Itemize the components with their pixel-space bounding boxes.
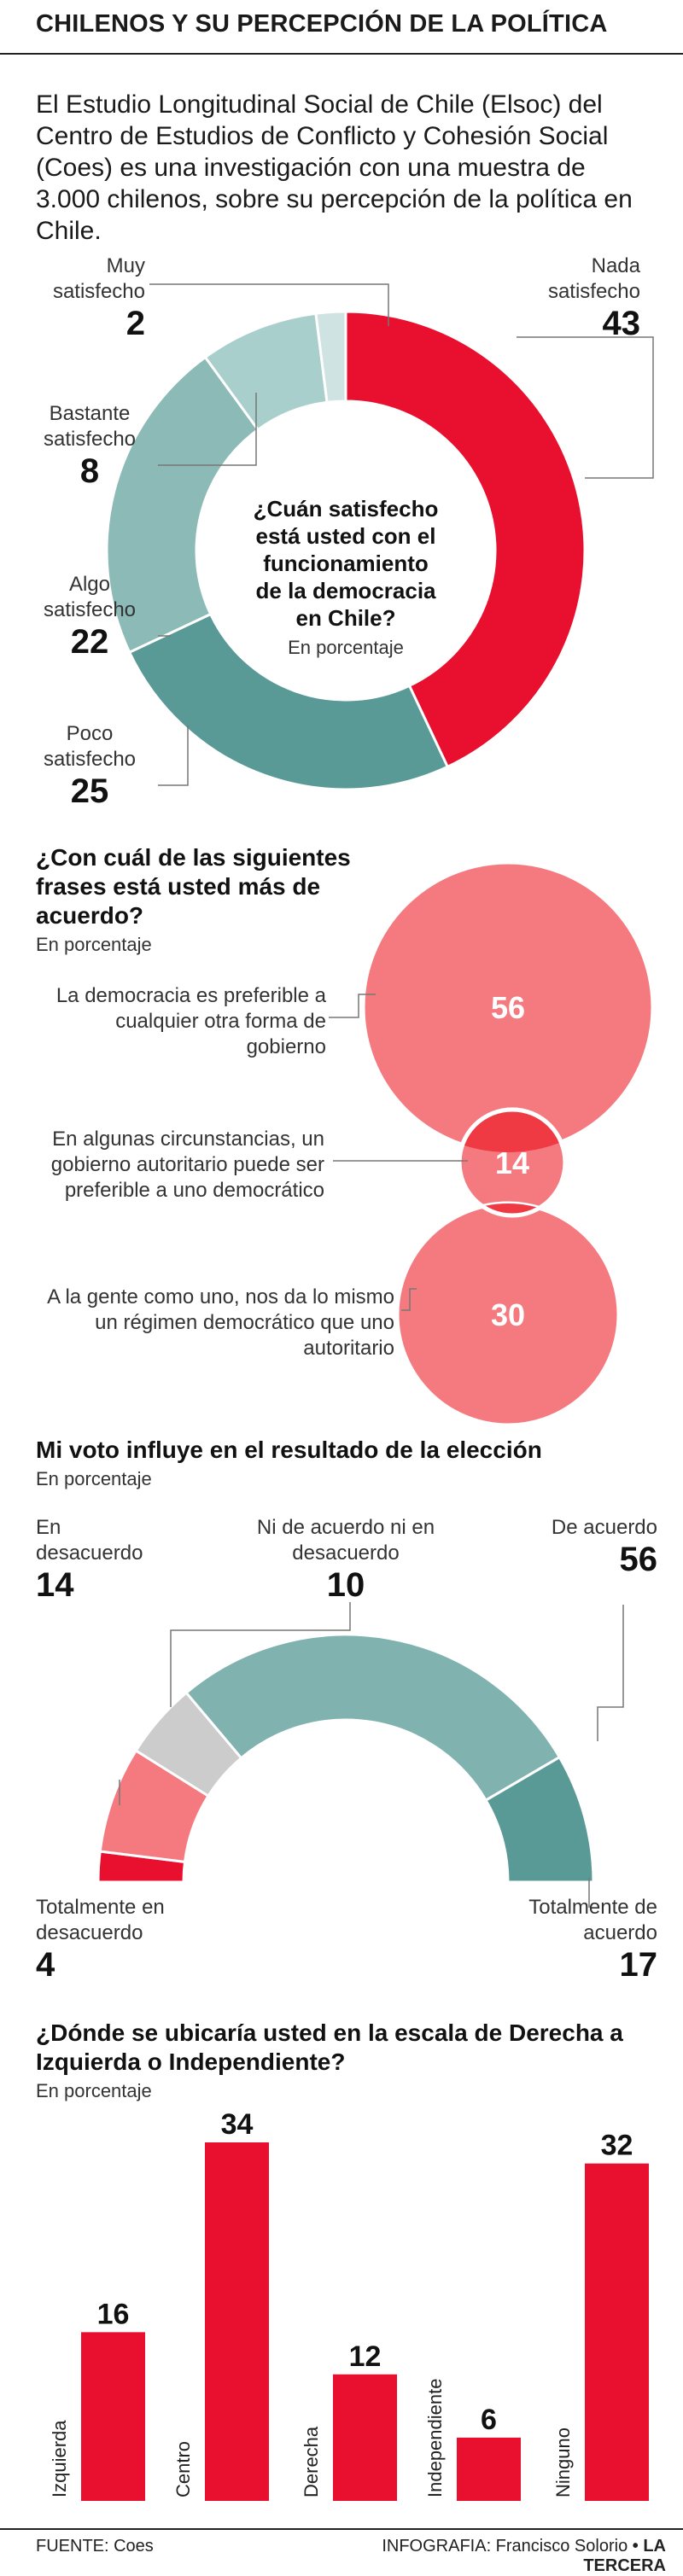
donut-value-0: 43 (602, 305, 641, 342)
semi-value-1: 14 (36, 1566, 74, 1604)
donut-slice-4 (314, 310, 347, 405)
donut-leader-2 (158, 393, 257, 466)
donut-label-text-2: Algo satisfecho (43, 573, 137, 621)
semi-value-0: 4 (36, 1946, 55, 1984)
semi-value-2: 10 (326, 1566, 365, 1604)
donut-label-bastante: Bastante satisfecho 8 (26, 401, 154, 490)
bar-derecha (333, 2374, 397, 2501)
bar-independiente (457, 2437, 521, 2501)
donut-leader-1 (517, 336, 654, 479)
footer-bullet: • (632, 2537, 639, 2556)
semi-label-neutral: Ni de acuerdo ni en desacuerdo 10 (256, 1515, 435, 1604)
bar-label-3: Independiente (424, 2379, 446, 2497)
scale-subtitle: En porcentaje (36, 2080, 152, 2101)
bar-label-0: Izquierda (49, 2420, 70, 2497)
donut-question: ¿Cuán satisfecho está usted con el funci… (253, 496, 439, 631)
footer-credit: INFOGRAFIA: Francisco Solorio • LA TERCE… (324, 2537, 666, 2576)
bubble-mid-outline (457, 1107, 568, 1218)
donut-leader-0 (149, 283, 389, 326)
semi-value-3: 56 (619, 1541, 658, 1578)
bar-label-2: Derecha (301, 2426, 322, 2497)
vote-subtitle: En porcentaje (36, 1468, 152, 1489)
semi-label-desacuerdo: En desacuerdo 14 (36, 1515, 164, 1604)
donut-label-text-0: Nada satisfecho (547, 254, 640, 303)
donut-leader-4 (158, 726, 189, 786)
semi-label-text-0: Totalmente en desacuerdo (36, 1896, 165, 1944)
bubble-value-2: 30 (491, 1297, 525, 1332)
donut-label-text-3: Bastante satisfecho (43, 402, 137, 451)
donut-slice-1 (127, 612, 450, 791)
bar-label-1: Centro (172, 2441, 194, 2497)
scale-question: ¿Dónde se ubicaría usted en la escala de… (36, 2019, 623, 2075)
donut-value-1: 25 (70, 772, 109, 810)
donut-label-text-4: Muy satisfecho (52, 254, 145, 303)
semi-value-4: 17 (619, 1946, 658, 1984)
semi-label-tot-desacuerdo: Totalmente en desacuerdo 4 (36, 1895, 190, 1984)
semi-slice-4 (483, 1755, 595, 1884)
semi-label-text-4: Totalmente de acuerdo (528, 1896, 657, 1944)
bar-value-4: 32 (601, 2130, 633, 2162)
footer-credit-text: INFOGRAFIA: Francisco Solorio (382, 2537, 628, 2556)
donut-slice-2 (105, 355, 260, 655)
semi-label-acuerdo: De acuerdo 56 (529, 1515, 657, 1578)
semi-leader-1 (170, 1602, 351, 1707)
bubble-leader-0 (329, 994, 376, 1018)
footer-source: FUENTE: Coes (36, 2537, 154, 2556)
bubble-question: ¿Con cuál de las siguientes frases está … (36, 844, 351, 929)
bubble-label-2: En algunas circunstancias, un gobierno a… (50, 1128, 324, 1202)
donut-value-2: 22 (70, 623, 109, 661)
intro-text: El Estudio Longitudinal Social de Chile … (36, 90, 633, 245)
donut-value-4: 2 (126, 305, 145, 342)
vote-question: Mi voto influye en el resultado de la el… (36, 1437, 542, 1463)
bubble-label-1: La democracia es preferible a cualquier … (55, 984, 326, 1058)
semi-label-text-2: Ni de acuerdo ni en desacuerdo (256, 1516, 435, 1565)
page-title: CHILENOS Y SU PERCEPCIÓN DE LA POLÍTICA (36, 10, 608, 38)
donut-label-muy: Muy satisfecho 2 (34, 254, 145, 342)
bar-value-0: 16 (97, 2298, 130, 2330)
bubble-subtitle: En porcentaje (36, 934, 152, 955)
bubble-value-1: 14 (495, 1145, 529, 1180)
donut-label-algo: Algo satisfecho 22 (26, 572, 154, 661)
donut-slice-0 (344, 310, 587, 769)
footer-divider (0, 2528, 683, 2530)
donut-label-poco: Poco satisfecho 25 (26, 721, 154, 810)
semi-leader-2 (597, 1605, 624, 1741)
semi-label-text-3: De acuerdo (551, 1516, 657, 1539)
donut-label-text-1: Poco satisfecho (43, 722, 137, 771)
bar-value-1: 34 (221, 2108, 254, 2141)
bar-label-4: Ninguno (552, 2427, 574, 2497)
bubble-leader-2 (401, 1288, 417, 1311)
semi-slice-3 (184, 1633, 562, 1803)
semi-label-tot-acuerdo: Totalmente de acuerdo 17 (512, 1895, 657, 1984)
donut-label-nada: Nada satisfecho 43 (512, 254, 640, 342)
donut-value-3: 8 (79, 452, 100, 490)
title-divider (0, 53, 683, 55)
bar-izquierda (81, 2332, 145, 2501)
bar-value-3: 6 (481, 2404, 497, 2436)
bar-ninguno (585, 2163, 649, 2501)
semi-label-text-1: En desacuerdo (36, 1516, 143, 1565)
bubble-label-3: A la gente como uno, nos da lo mismo un … (47, 1285, 394, 1360)
bar-centro (205, 2142, 269, 2501)
bar-value-2: 12 (349, 2340, 382, 2373)
bubble-value-0: 56 (491, 990, 525, 1025)
donut-subtitle: En porcentaje (288, 637, 404, 658)
